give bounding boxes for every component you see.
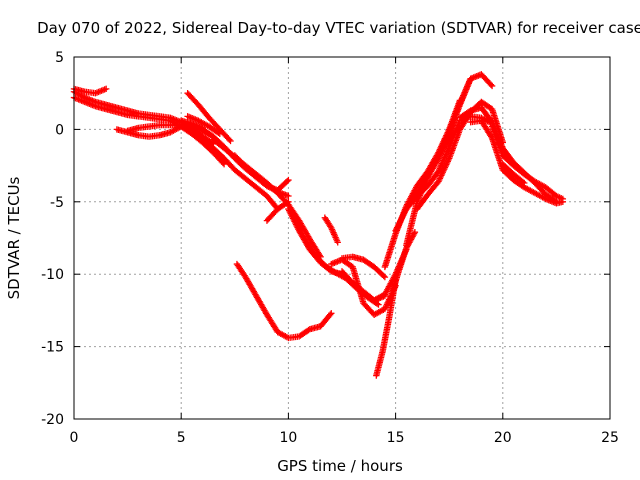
y-tick-label: -15 — [41, 340, 64, 356]
data-point — [521, 179, 528, 187]
x-tick-label: 20 — [494, 430, 512, 446]
data-point — [285, 198, 292, 205]
x-tick-label: 5 — [177, 430, 186, 446]
data-point — [488, 82, 496, 90]
y-tick-label: 5 — [55, 50, 64, 66]
series-track-7 — [184, 113, 223, 137]
data-point — [466, 108, 473, 115]
series-track-19 — [233, 260, 335, 342]
series-track-11 — [231, 152, 292, 200]
data-point — [328, 310, 335, 317]
data-point — [285, 192, 292, 200]
series-track-12 — [263, 198, 292, 224]
grid — [74, 57, 610, 419]
data-point — [226, 136, 233, 143]
data-point — [285, 176, 292, 184]
series-track-9 — [184, 90, 234, 145]
data-point — [559, 195, 567, 203]
y-tick-label: -5 — [50, 195, 64, 211]
axes: 0 5 10 15 20 25 -20 -15 -10 -5 0 5 — [41, 50, 619, 446]
data-point — [284, 178, 291, 185]
y-axis-label: SDTVAR / TECUs — [5, 176, 23, 299]
data-point — [327, 311, 334, 318]
data-point — [380, 272, 387, 280]
series-track-3 — [70, 85, 110, 97]
data-point — [334, 239, 341, 246]
x-tick-label: 0 — [70, 430, 79, 446]
data-point — [487, 81, 495, 88]
x-tick-label: 15 — [387, 430, 405, 446]
data-point — [220, 160, 228, 168]
x-tick-label: 10 — [279, 430, 297, 446]
data-point — [283, 199, 291, 206]
y-tick-label: 0 — [55, 122, 64, 138]
x-axis-label: GPS time / hours — [277, 457, 403, 475]
data-point — [519, 178, 527, 186]
series-track-18 — [338, 253, 389, 281]
plot-frame — [73, 56, 611, 420]
series-track-30 — [499, 160, 528, 187]
series-track-15 — [321, 214, 341, 246]
data-points — [70, 71, 567, 379]
series-track-2 — [70, 94, 228, 168]
data-point — [305, 326, 312, 334]
x-tick-label: 25 — [601, 430, 619, 446]
data-point — [381, 273, 389, 281]
series-track-28 — [467, 117, 567, 207]
series-track-29 — [488, 123, 567, 203]
chart-title: Day 070 of 2022, Sidereal Day-to-day VTE… — [37, 19, 640, 37]
data-point — [375, 301, 382, 308]
data-point — [219, 159, 227, 167]
data-point — [227, 137, 234, 145]
y-tick-label: -20 — [41, 412, 64, 428]
data-point — [102, 85, 110, 93]
y-tick-label: -10 — [41, 267, 64, 283]
